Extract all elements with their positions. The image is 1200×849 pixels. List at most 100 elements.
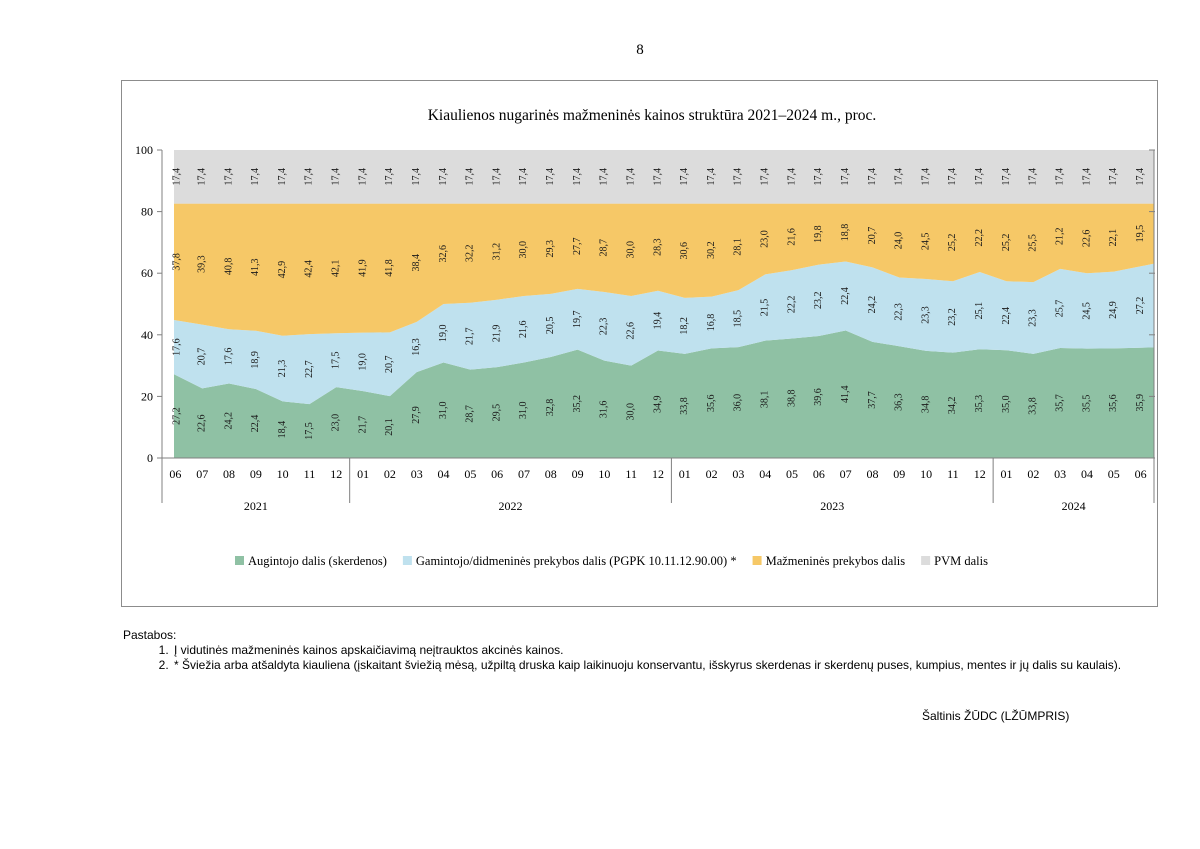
data-label: 17,4 [840,168,851,186]
data-label: 17,4 [920,168,931,186]
data-label: 27,7 [572,238,583,256]
data-label: 22,2 [786,296,797,314]
legend-item-3: Mažmeninės prekybos dalis [752,554,905,568]
chart-title: Kiaulienos nugarinės mažmeninės kainos s… [428,107,877,124]
data-label: 21,9 [491,325,502,343]
data-label: 35,2 [572,395,583,413]
x-tick-label: 04 [1081,467,1093,481]
data-label: 22,4 [250,415,261,433]
data-label: 30,0 [625,241,636,259]
data-label: 21,6 [518,321,529,339]
data-label: 23,3 [1028,309,1039,327]
data-label: 19,0 [357,353,368,371]
data-label: 31,2 [491,243,502,261]
data-label: 17,4 [1028,168,1039,186]
data-label: 34,8 [920,396,931,414]
y-tick-label: 60 [141,266,153,280]
data-label: 41,8 [384,259,395,277]
data-label: 39,3 [197,255,208,273]
data-label: 42,4 [304,260,315,278]
data-label: 24,2 [867,296,878,314]
source-note: Šaltinis ŽŪDC (LŽŪMPRIS) [922,709,1070,723]
data-label: 20,1 [384,418,395,436]
legend-swatch [921,556,931,565]
page-number: 8 [636,42,644,58]
data-label: 30,2 [706,241,717,259]
data-label: 22,4 [1001,307,1012,325]
data-label: 19,8 [813,225,824,243]
data-label: 33,8 [679,397,690,415]
data-label: 27,2 [172,407,183,425]
data-label: 17,5 [331,351,342,369]
data-label: 35,0 [1001,395,1012,413]
data-label: 41,3 [250,258,261,276]
data-label: 17,6 [172,338,183,356]
x-tick-label: 12 [652,467,664,481]
data-label: 17,4 [1001,168,1012,186]
data-label: 38,1 [760,391,771,409]
data-label: 38,8 [786,389,797,407]
data-label: 19,5 [1135,225,1146,243]
data-label: 18,4 [277,421,288,439]
x-tick-label: 06 [169,467,181,481]
data-label: 18,9 [250,351,261,369]
data-label: 20,7 [384,355,395,373]
data-label: 17,5 [304,422,315,440]
data-label: 20,5 [545,317,556,335]
x-year-label: 2022 [499,499,523,513]
x-tick-label: 01 [679,467,691,481]
data-label: 32,8 [545,399,556,417]
data-label: 22,3 [894,303,905,321]
x-year-label: 2024 [1062,499,1086,513]
data-label: 41,4 [840,385,851,403]
legend-label: Gamintojo/didmeninės prekybos dalis (PGP… [416,554,737,568]
data-label: 40,8 [223,258,234,276]
x-tick-label: 01 [357,467,369,481]
data-label: 16,3 [411,338,422,356]
data-label: 17,4 [411,168,422,186]
data-label: 17,4 [223,168,234,186]
data-label: 17,4 [974,168,985,186]
note-item: * Šviežia arba atšaldyta kiauliena (įska… [172,658,1173,673]
data-label: 18,2 [679,317,690,335]
legend-item-1: Augintojo dalis (skerdenos) [235,554,387,568]
x-tick-label: 11 [625,467,637,481]
x-tick-label: 09 [572,467,584,481]
data-label: 17,4 [733,168,744,186]
data-label: 21,5 [760,299,771,317]
data-label: 22,6 [1081,230,1092,248]
x-tick-label: 09 [250,467,262,481]
data-label: 21,3 [277,360,288,378]
data-label: 32,6 [438,245,449,263]
legend-swatch [752,556,762,565]
x-tick-label: 08 [866,467,878,481]
data-label: 25,5 [1028,234,1039,252]
data-label: 30,0 [625,403,636,421]
data-label: 17,4 [491,168,502,186]
data-label: 19,7 [572,310,583,328]
data-label: 17,4 [786,168,797,186]
data-label: 42,1 [331,260,342,278]
series-area-1 [174,330,1154,458]
data-label: 17,4 [172,168,183,186]
data-label: 35,6 [706,394,717,412]
notes-section: Pastabos: Į vidutinės mažmeninės kainos … [123,628,1173,673]
data-label: 22,1 [1108,229,1119,247]
x-tick-label: 04 [438,467,450,481]
data-label: 17,4 [545,168,556,186]
data-label: 17,4 [706,168,717,186]
series-area-4 [174,150,1154,204]
data-label: 35,7 [1054,394,1065,412]
data-label: 33,8 [1028,397,1039,415]
data-label: 38,4 [411,254,422,272]
data-label: 28,7 [465,405,476,423]
data-label: 17,4 [277,168,288,186]
x-tick-label: 06 [491,467,503,481]
data-label: 17,4 [625,168,636,186]
notes-list: Į vidutinės mažmeninės kainos apskaičiav… [123,643,1173,673]
data-label: 30,0 [518,241,529,258]
x-year-label: 2021 [244,499,268,513]
data-label: 20,7 [867,227,878,245]
data-label: 22,7 [304,360,315,378]
x-tick-label: 07 [840,467,852,481]
